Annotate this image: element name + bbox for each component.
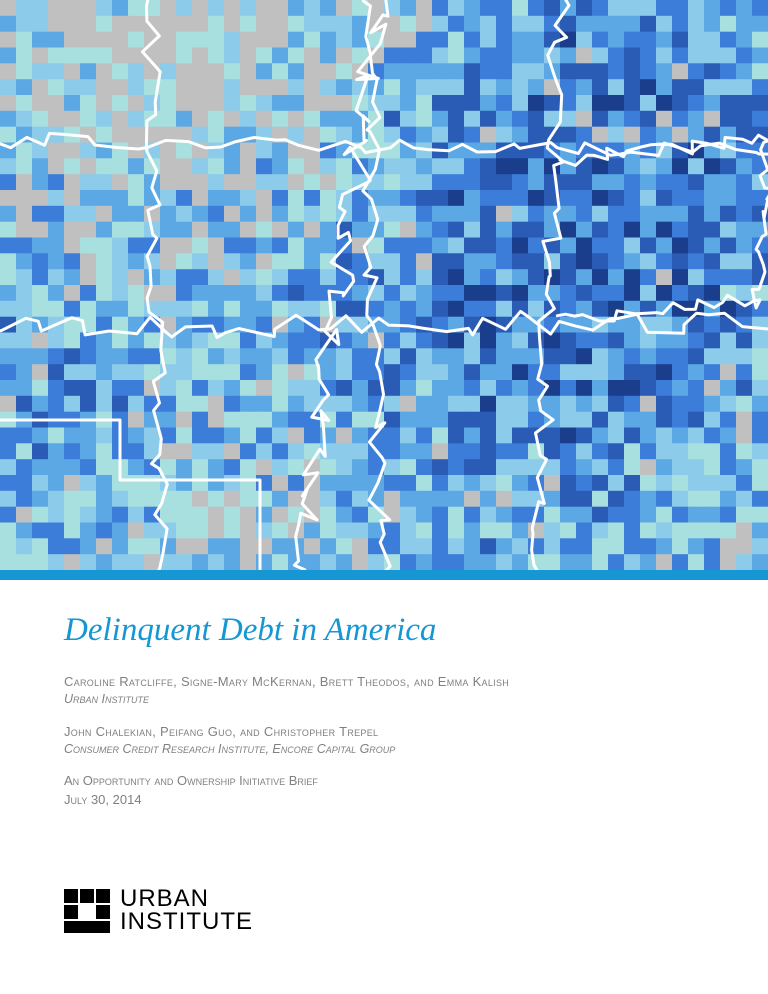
brief-info: An Opportunity and Ownership Initiative …	[64, 772, 704, 808]
authors-line: Caroline Ratcliffe, Signe-Mary McKernan,…	[64, 673, 704, 691]
brief-date: July 30, 2014	[64, 791, 704, 809]
accent-bar	[0, 570, 768, 580]
author-group-1: Caroline Ratcliffe, Signe-Mary McKernan,…	[64, 673, 704, 709]
logo-text: URBAN INSTITUTE	[120, 888, 253, 934]
logo-line2: INSTITUTE	[120, 911, 253, 934]
authors-line: John Chalekian, Peifang Guo, and Christo…	[64, 723, 704, 741]
urban-institute-logo: URBAN INSTITUTE	[64, 888, 253, 934]
choropleth-svg	[0, 0, 768, 570]
cover-map	[0, 0, 768, 570]
affiliation-line: Consumer Credit Research Institute, Enco…	[64, 741, 704, 759]
logo-mark-icon	[64, 889, 112, 933]
report-title: Delinquent Debt in America	[64, 612, 704, 649]
author-group-2: John Chalekian, Peifang Guo, and Christo…	[64, 723, 704, 759]
brief-series: An Opportunity and Ownership Initiative …	[64, 772, 704, 790]
affiliation-line: Urban Institute	[64, 691, 704, 709]
content-area: Delinquent Debt in America Caroline Ratc…	[0, 580, 768, 809]
